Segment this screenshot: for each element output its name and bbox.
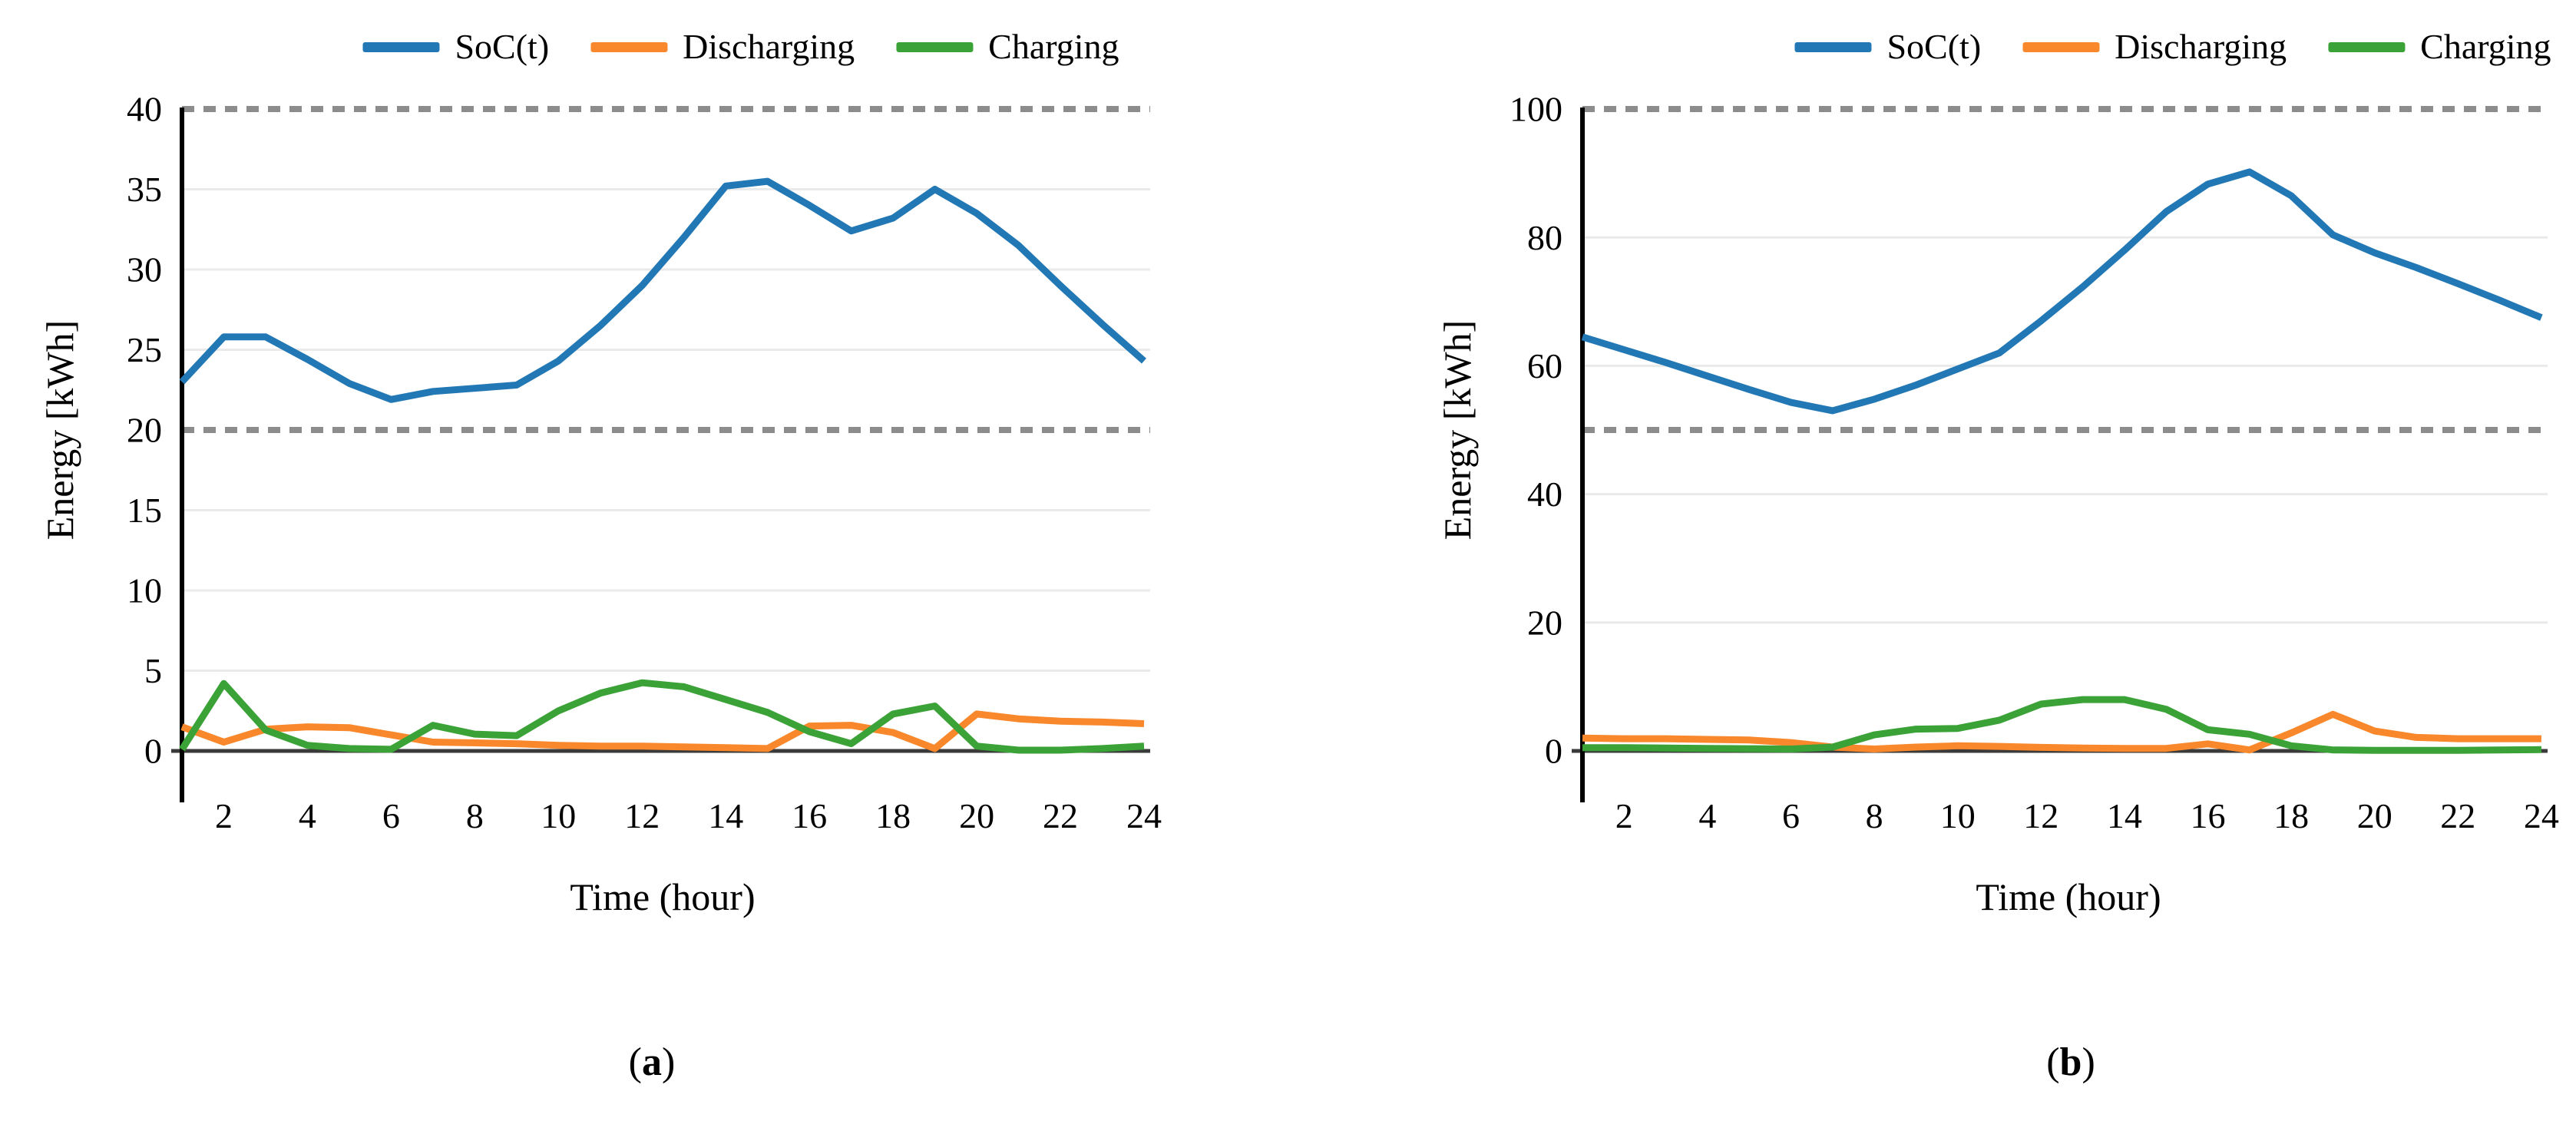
y-tick-label-20: 20	[127, 411, 162, 450]
x-tick-label-10: 10	[1940, 796, 1976, 835]
y-tick-label-30: 30	[127, 250, 162, 289]
chart-a-legend: SoC(t) Discharging Charging	[362, 29, 1119, 64]
legend-soc-label: SoC(t)	[455, 27, 550, 66]
x-tick-label-2: 2	[215, 796, 233, 835]
y-tick-label-35: 35	[127, 170, 162, 209]
legend-discharging-label: Discharging	[683, 27, 855, 66]
subfigure-label-a: (a)	[628, 1040, 676, 1084]
legend-item-charging: Charging	[2328, 29, 2551, 64]
y-tick-label-0: 0	[144, 732, 162, 771]
x-tick-label-6: 6	[382, 796, 400, 835]
x-tick-label-22: 22	[2440, 796, 2475, 835]
x-tick-label-4: 4	[1698, 796, 1716, 835]
chart-a-y-axis-title: Energy [kWh]	[38, 320, 81, 540]
soct-series-line	[1581, 168, 2543, 415]
chart-b-x-axis-title: Time (hour)	[1976, 875, 2161, 918]
y-tick-label-20: 20	[1527, 603, 1562, 642]
charging-series-line	[179, 679, 1145, 754]
chart-b-legend: SoC(t) Discharging Charging	[1794, 29, 2551, 64]
x-tick-label-4: 4	[299, 796, 316, 835]
y-tick-label-25: 25	[127, 330, 162, 369]
x-tick-label-10: 10	[541, 796, 576, 835]
y-tick-label-100: 100	[1510, 90, 1562, 129]
x-tick-label-22: 22	[1043, 796, 1078, 835]
x-tick-label-16: 16	[2191, 796, 2226, 835]
discharging-series-line	[1582, 710, 2541, 754]
soct-series-line	[179, 177, 1146, 403]
x-tick-label-20: 20	[2357, 796, 2392, 835]
y-tick-label-15: 15	[127, 491, 162, 530]
subfigure-label-b: (b)	[2046, 1040, 2095, 1084]
x-tick-label-18: 18	[875, 796, 911, 835]
legend-charging-label: Charging	[2420, 27, 2551, 66]
legend-item-charging: Charging	[896, 29, 1119, 64]
x-tick-label-24: 24	[2524, 796, 2559, 835]
y-tick-label-40: 40	[127, 90, 162, 129]
x-tick-label-18: 18	[2273, 796, 2309, 835]
legend-item-discharging: Discharging	[590, 29, 855, 64]
y-tick-label-5: 5	[144, 651, 162, 690]
legend-item-soc: SoC(t)	[362, 29, 549, 64]
legend-discharging-label: Discharging	[2115, 27, 2287, 66]
legend-discharging-line-icon	[590, 41, 668, 52]
legend-charging-label: Charging	[988, 27, 1119, 66]
y-tick-label-0: 0	[1545, 732, 1562, 771]
x-tick-label-8: 8	[466, 796, 484, 835]
y-tick-label-10: 10	[127, 571, 162, 610]
x-tick-label-12: 12	[2023, 796, 2058, 835]
legend-item-discharging: Discharging	[2022, 29, 2287, 64]
chart-b-y-axis-title: Energy [kWh]	[1436, 320, 1479, 540]
x-tick-label-12: 12	[624, 796, 660, 835]
legend-charging-line-icon	[896, 41, 974, 52]
x-tick-label-24: 24	[1126, 796, 1162, 835]
y-tick-label-40: 40	[1527, 475, 1562, 514]
legend-item-soc: SoC(t)	[1794, 29, 1981, 64]
x-tick-label-14: 14	[708, 796, 743, 835]
legend-soc-line-icon	[1794, 41, 1872, 52]
x-tick-label-2: 2	[1615, 796, 1633, 835]
legend-soc-line-icon	[362, 41, 440, 52]
discharging-series-line	[180, 710, 1145, 752]
x-tick-label-16: 16	[792, 796, 827, 835]
charging-series-line	[1582, 696, 2541, 754]
x-tick-label-14: 14	[2107, 796, 2142, 835]
x-tick-label-8: 8	[1866, 796, 1883, 835]
x-tick-label-20: 20	[959, 796, 994, 835]
y-tick-label-60: 60	[1527, 346, 1562, 385]
legend-charging-line-icon	[2328, 41, 2406, 52]
legend-soc-label: SoC(t)	[1887, 27, 1982, 66]
x-tick-label-6: 6	[1782, 796, 1800, 835]
legend-discharging-line-icon	[2022, 41, 2100, 52]
y-tick-label-80: 80	[1527, 218, 1562, 257]
chart-a-x-axis-title: Time (hour)	[570, 875, 755, 918]
